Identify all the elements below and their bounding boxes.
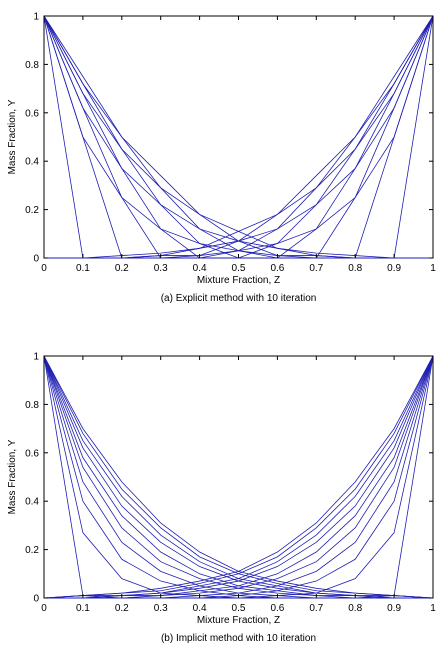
x-tick-label: 1 <box>430 603 436 614</box>
x-tick-label: 1 <box>430 263 436 274</box>
x-axis-label: Mixture Fraction, Z <box>197 275 280 286</box>
y-tick-label: 0.6 <box>25 448 39 459</box>
x-tick-label: 0.6 <box>270 263 284 274</box>
series-line-20 <box>43 355 434 599</box>
y-tick-label: 1 <box>33 352 39 363</box>
chart-implicit: 0 0.1 0.2 0.3 0.4 0.5 0.6 0.7 0.8 0.9 1 0 0.2 0.4 0.6… <box>7 352 436 645</box>
x-tick-label: 0.6 <box>270 603 284 614</box>
y-axis-label: Mass Fraction, Y <box>7 99 18 174</box>
x-tick-label: 0.1 <box>76 263 90 274</box>
y-tick-label: 0 <box>33 594 39 605</box>
y-tick-label: 0.2 <box>25 205 39 216</box>
y-tick-label: 0.2 <box>25 545 39 556</box>
series-line-19 <box>44 15 434 259</box>
y-tick-label: 0 <box>33 254 39 265</box>
x-tick-label: 0.2 <box>115 263 129 274</box>
plot-area <box>43 15 434 259</box>
x-tick-label: 0.9 <box>387 263 401 274</box>
series-line-20 <box>44 15 434 259</box>
series-line-18 <box>43 355 434 599</box>
y-tick-label: 1 <box>33 12 39 23</box>
x-tick-label: 0.8 <box>348 263 362 274</box>
x-tick-label: 0.3 <box>154 263 168 274</box>
x-ticks: 0 0.1 0.2 0.3 0.4 0.5 0.6 0.7 0.8 0.9 1 <box>41 356 436 614</box>
x-ticks: 0 0.1 0.2 0.3 0.4 0.5 0.6 0.7 0.8 0.9 1 <box>41 16 436 274</box>
x-tick-label: 0 <box>41 603 47 614</box>
x-tick-label: 0.4 <box>193 603 207 614</box>
chart-panel-implicit: 0 0.1 0.2 0.3 0.4 0.5 0.6 0.7 0.8 0.9 1 0 0.2 0.4 0.6… <box>0 340 440 668</box>
x-tick-label: 0.8 <box>348 603 362 614</box>
y-tick-label: 0.4 <box>25 157 39 168</box>
series-line-17 <box>44 355 434 599</box>
x-tick-label: 0 <box>41 263 47 274</box>
x-tick-label: 0.2 <box>115 603 129 614</box>
y-axis-label: Mass Fraction, Y <box>7 439 18 514</box>
x-tick-label: 0.7 <box>309 603 323 614</box>
y-tick-label: 0.8 <box>25 60 39 71</box>
y-tick-label: 0.8 <box>25 400 39 411</box>
chart-explicit: 0 0.1 0.2 0.3 0.4 0.5 0.6 0.7 0.8 0.9 1 0 0.2 0.4 0.6… <box>7 12 436 305</box>
x-tick-label: 0.7 <box>309 263 323 274</box>
x-tick-label: 0.5 <box>232 603 246 614</box>
chart-caption: (a) Explicit method with 10 iteration <box>161 293 317 304</box>
x-tick-label: 0.1 <box>76 603 90 614</box>
x-tick-label: 0.5 <box>232 263 246 274</box>
series-line-15 <box>44 355 434 599</box>
x-tick-label: 0.9 <box>387 603 401 614</box>
y-tick-label: 0.6 <box>25 108 39 119</box>
y-ticks: 0 0.2 0.4 0.6 0.8 1 <box>25 352 433 605</box>
x-tick-label: 0.3 <box>154 603 168 614</box>
y-ticks: 0 0.2 0.4 0.6 0.8 1 <box>25 12 433 265</box>
y-tick-label: 0.4 <box>25 497 39 508</box>
plot-area <box>43 355 434 599</box>
x-axis-label: Mixture Fraction, Z <box>197 615 280 626</box>
x-tick-label: 0.4 <box>193 263 207 274</box>
chart-panel-explicit: 0 0.1 0.2 0.3 0.4 0.5 0.6 0.7 0.8 0.9 1 0 0.2 0.4 0.6… <box>0 0 440 328</box>
chart-caption: (b) Implicit method with 10 iteration <box>161 633 316 644</box>
